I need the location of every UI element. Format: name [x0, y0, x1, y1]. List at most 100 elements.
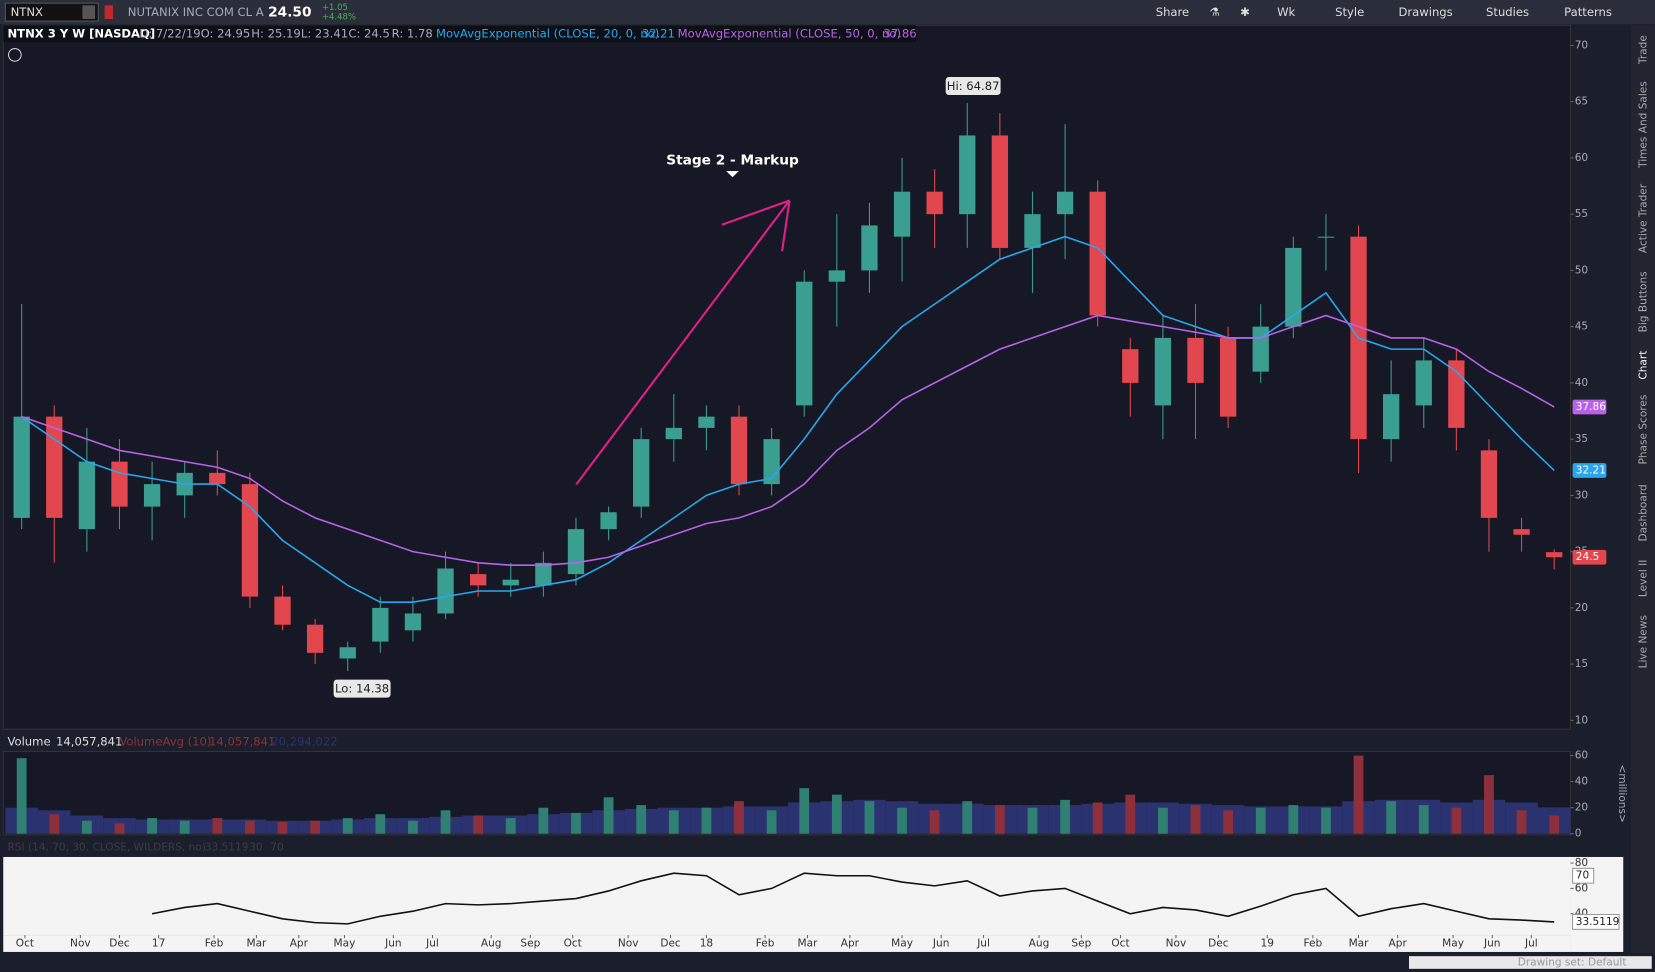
volume-bar — [1255, 807, 1266, 834]
plot: 1015202530354045505560657032.2137.8624.5… — [5, 39, 1620, 950]
rsi-value: 33.5119 — [205, 841, 249, 853]
annotation: Stage 2 - Markup — [666, 152, 799, 168]
value-badge — [1572, 914, 1620, 930]
volume-bar — [1223, 810, 1234, 834]
side-tab[interactable]: Level II — [1637, 560, 1649, 597]
side-tab[interactable]: Trade — [1637, 35, 1649, 65]
rsi-level: 30 — [249, 841, 263, 853]
price-badge-label: 24.5 — [1576, 551, 1599, 563]
x-tick-label: Aug — [1029, 938, 1050, 950]
volume-bar — [440, 810, 451, 834]
candle-body — [143, 484, 161, 507]
x-tick-label: May — [1442, 938, 1464, 950]
volume-value: 14,057,841 — [56, 734, 122, 748]
x-tick-label: May — [334, 938, 356, 950]
info-low: L: 23.41 — [301, 26, 348, 40]
volume-bar — [929, 810, 940, 834]
link-icon[interactable] — [104, 5, 114, 19]
y-tick-label: 55 — [1575, 208, 1588, 220]
x-tick-label: Oct — [1111, 938, 1129, 950]
side-tab[interactable]: Phase Scores — [1637, 395, 1649, 465]
volume-title: Volume — [7, 734, 50, 748]
alert-icon[interactable] — [8, 48, 22, 62]
side-tab[interactable]: Big Buttons — [1637, 271, 1649, 332]
x-tick-label: Feb — [205, 938, 224, 950]
level-badge — [1572, 867, 1595, 884]
volume-bar — [1516, 810, 1527, 834]
volume-bar — [1060, 799, 1070, 834]
x-tick-label: Dec — [109, 938, 130, 950]
toolbar — [0, 0, 1655, 25]
info-date: D: 7/22/19 — [139, 26, 200, 40]
candle-body — [1219, 337, 1237, 417]
lo-label: Lo: 14.38 — [335, 682, 389, 696]
symbol-box[interactable] — [4, 2, 99, 22]
candle-body — [1546, 552, 1563, 558]
hi-label: Hi: 64.87 — [947, 79, 1000, 93]
toolbar-button[interactable]: Style — [1335, 5, 1364, 19]
legend-entry: MovAvgExponential (CLOSE, 50, 0, no) — [678, 26, 901, 40]
toolbar-button[interactable]: Studies — [1486, 5, 1529, 19]
volume-bar — [603, 797, 614, 834]
y-tick-label: 20 — [1575, 802, 1589, 814]
x-tick-label: Feb — [756, 938, 775, 950]
flask-icon[interactable]: ⚗ — [1210, 5, 1220, 19]
candle-body — [730, 416, 748, 485]
candle-body — [1089, 191, 1106, 316]
chart-title: NTNX 3 Y W [NASDAQ] — [7, 26, 155, 40]
toolbar-button[interactable]: Share — [1156, 5, 1189, 19]
y-tick-label: 50 — [1575, 264, 1589, 276]
candle-body — [1285, 247, 1302, 327]
candle-body — [567, 529, 585, 575]
y-tick-label: 65 — [1575, 96, 1588, 108]
x-tick-label: Apr — [841, 938, 860, 950]
side-bar — [1630, 25, 1655, 955]
y-tick-label: 60 — [1575, 750, 1589, 762]
side-tab[interactable]: Live News — [1637, 615, 1649, 668]
candle-body — [861, 225, 878, 271]
toolbar-button[interactable]: Patterns — [1564, 5, 1612, 19]
symbol-dropdown[interactable] — [82, 5, 96, 19]
settings-icon[interactable]: ✱ — [1240, 5, 1250, 19]
side-tab[interactable]: Times And Sales — [1637, 81, 1649, 169]
price-badge-label: 37.86 — [1576, 401, 1606, 413]
toolbar-button[interactable]: Wk — [1277, 5, 1295, 19]
y-tick-label: 70 — [1575, 39, 1589, 51]
candle-body — [535, 562, 552, 586]
candle-body — [926, 191, 943, 215]
y-tick-label: 10 — [1575, 714, 1589, 726]
candle-body — [404, 613, 422, 631]
x-tick-label: Oct — [564, 938, 582, 950]
info-row — [3, 25, 917, 43]
volume-bar — [571, 812, 581, 834]
volume-bar — [1125, 794, 1136, 834]
y-tick-label: 40 — [1575, 377, 1589, 389]
volume-bar — [245, 820, 255, 834]
y-tick-label: 35 — [1575, 433, 1588, 445]
volume-bar — [668, 810, 679, 834]
price-badge — [1572, 399, 1607, 415]
side-tab[interactable]: Chart — [1637, 351, 1649, 380]
volume-bar — [1418, 805, 1429, 834]
volume-bar — [701, 807, 712, 834]
y-tick-label: 20 — [1575, 602, 1589, 614]
candle-body — [339, 647, 356, 659]
legend-entry: MovAvgExponential (CLOSE, 20, 0, no) — [436, 26, 659, 40]
status-box — [1409, 956, 1652, 969]
candle-body — [600, 512, 617, 530]
change-pct: +4.48% — [322, 11, 356, 21]
rsi-line — [151, 872, 1555, 925]
volume-avg-title: VolumeAvg (10) — [119, 734, 211, 748]
symbol[interactable]: NTNX — [11, 5, 43, 19]
volume-bar — [864, 801, 875, 834]
side-tab[interactable]: Active Trader — [1637, 183, 1649, 253]
volume-avg-value: 14,057,841 — [209, 734, 275, 748]
volume-bar — [1451, 807, 1462, 834]
y-tick-label: 30 — [1575, 489, 1589, 501]
y-tick-label: 80 — [1575, 857, 1589, 869]
toolbar-button[interactable]: Drawings — [1398, 5, 1452, 19]
side-tab[interactable]: Dashboard — [1637, 484, 1649, 541]
candle-body — [1448, 360, 1465, 428]
x-tick-label: Jul — [425, 938, 439, 950]
